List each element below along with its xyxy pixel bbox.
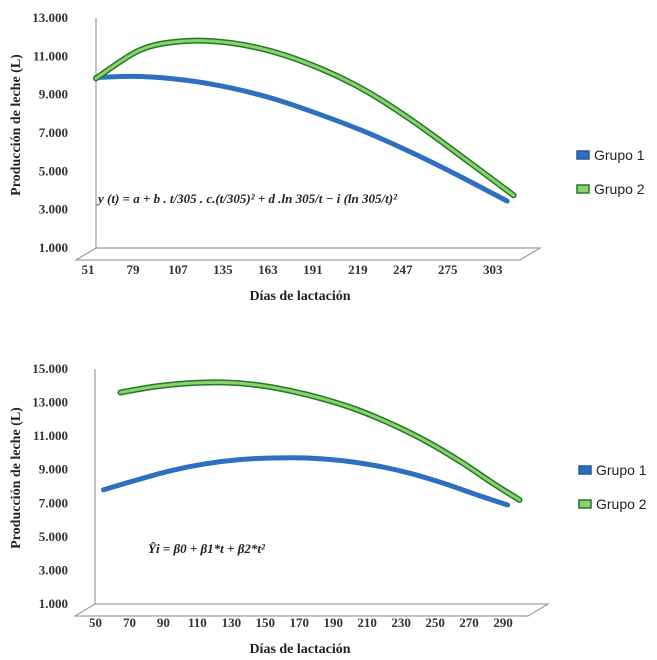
x-tick-label: 79: [126, 262, 140, 277]
x-tick-label: 191: [303, 262, 323, 277]
legend-swatch: [578, 499, 592, 509]
x-tick-label: 303: [483, 262, 503, 277]
chart-2: 1.000 3.000 5.000 7.000 9.000 11.000 13.000 15.…: [9, 361, 647, 657]
y-axis-title: Producción de leche (L): [9, 407, 24, 549]
legend-label: Grupo 2: [594, 181, 645, 197]
floor-plane: [74, 247, 542, 261]
legend-swatch: [576, 184, 590, 194]
x-tick-label: 190: [323, 615, 343, 630]
y-tick-label: 7.000: [39, 495, 68, 510]
series-line-1: [100, 455, 511, 508]
y-tick-label: 11.000: [33, 428, 68, 443]
y-tick-label: 15.000: [32, 361, 68, 376]
x-tick-label: 110: [188, 615, 207, 630]
y-tick-label: 1.000: [39, 596, 68, 611]
y-tick-label: 13.000: [32, 10, 68, 25]
x-tick-label: 50: [89, 615, 102, 630]
legend-label: Grupo 1: [596, 462, 647, 478]
y-tick-label: 3.000: [39, 202, 68, 217]
x-tick-label: 90: [157, 615, 170, 630]
y-tick-label: 1.000: [39, 240, 68, 255]
x-tick-label: 150: [256, 615, 276, 630]
y-tick-label: 9.000: [39, 87, 68, 102]
x-tick-label: 170: [290, 615, 310, 630]
y-axis-title: Producción de leche (L): [9, 54, 24, 196]
legend-swatch: [578, 465, 592, 475]
x-tick-label: 51: [82, 262, 95, 277]
y-tick-label: 7.000: [39, 125, 68, 140]
x-tick-label: 70: [123, 615, 136, 630]
x-tick-label: 107: [168, 262, 188, 277]
y-tick-label: 3.000: [39, 562, 68, 577]
legend-label: Grupo 1: [594, 147, 645, 163]
y-tick-label: 13.000: [32, 395, 68, 410]
y-tick-label: 5.000: [39, 163, 68, 178]
y-tick-label: 9.000: [39, 462, 68, 477]
x-axis-title: Días de lactación: [249, 289, 350, 304]
x-tick-label: 219: [348, 262, 368, 277]
legend-label: Grupo 2: [596, 496, 647, 512]
series-line-1: [93, 73, 510, 204]
series-line-outline: [117, 379, 523, 503]
x-tick-label: 247: [393, 262, 413, 277]
chart-1: 1.000 3.000 5.000 7.000 9.000 11.000 13.000 51 7…: [9, 10, 645, 304]
x-axis-title: Días de lactación: [249, 642, 350, 657]
x-tick-label: 275: [438, 262, 458, 277]
model-formula: y (t) = a + b . t/305 . c.(t/305)² + d .…: [96, 191, 398, 206]
x-tick-label: 163: [258, 262, 278, 277]
y-tick-label: 11.000: [33, 48, 68, 63]
x-tick-label: 230: [391, 615, 411, 630]
y-tick-label: 5.000: [39, 529, 68, 544]
model-formula: Ŷi = β0 + β1*t + β2*t²: [148, 541, 266, 556]
series-line-2: [94, 39, 516, 197]
floor-plane: [73, 603, 550, 617]
x-tick-label: 290: [493, 615, 513, 630]
x-tick-label: 130: [222, 615, 242, 630]
x-tick-label: 135: [213, 262, 233, 277]
x-tick-label: 210: [357, 615, 377, 630]
x-tick-label: 250: [425, 615, 445, 630]
x-tick-label: 270: [459, 615, 479, 630]
legend-swatch: [576, 150, 590, 160]
